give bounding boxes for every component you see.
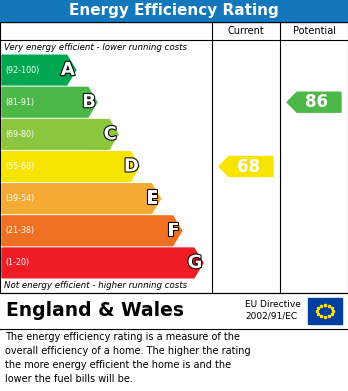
Text: England & Wales: England & Wales [6,301,184,321]
Text: B: B [82,93,96,111]
Polygon shape [2,184,160,213]
Polygon shape [2,120,118,149]
Text: (55-68): (55-68) [5,162,34,171]
Bar [0,0,348,22]
Polygon shape [2,216,182,246]
Text: Energy Efficiency Rating: Energy Efficiency Rating [69,4,279,18]
Polygon shape [2,55,76,85]
Text: 68: 68 [237,158,261,176]
Text: Current: Current [228,26,264,36]
Text: D: D [124,158,139,176]
Polygon shape [2,87,97,117]
Text: (81-91): (81-91) [5,98,34,107]
Text: Very energy efficient - lower running costs: Very energy efficient - lower running co… [4,43,187,52]
Text: C: C [104,126,117,143]
Text: F: F [168,222,180,240]
Text: 86: 86 [306,93,329,111]
Text: E: E [147,190,159,208]
Text: Not energy efficient - higher running costs: Not energy efficient - higher running co… [4,282,187,291]
Text: Potential: Potential [293,26,335,36]
Polygon shape [2,152,140,181]
Text: (1-20): (1-20) [5,258,29,267]
Text: A: A [61,61,75,79]
Polygon shape [2,248,203,278]
Polygon shape [219,156,273,176]
Text: (39-54): (39-54) [5,194,34,203]
Text: The energy efficiency rating is a measure of the
overall efficiency of a home. T: The energy efficiency rating is a measur… [5,332,251,384]
Text: (92-100): (92-100) [5,66,39,75]
Text: EU Directive
2002/91/EC: EU Directive 2002/91/EC [245,300,301,320]
Text: G: G [188,254,203,272]
Text: (21-38): (21-38) [5,226,34,235]
Bar [0,22,348,293]
Text: (69-80): (69-80) [5,130,34,139]
Bar [308,298,342,324]
Polygon shape [287,92,341,112]
